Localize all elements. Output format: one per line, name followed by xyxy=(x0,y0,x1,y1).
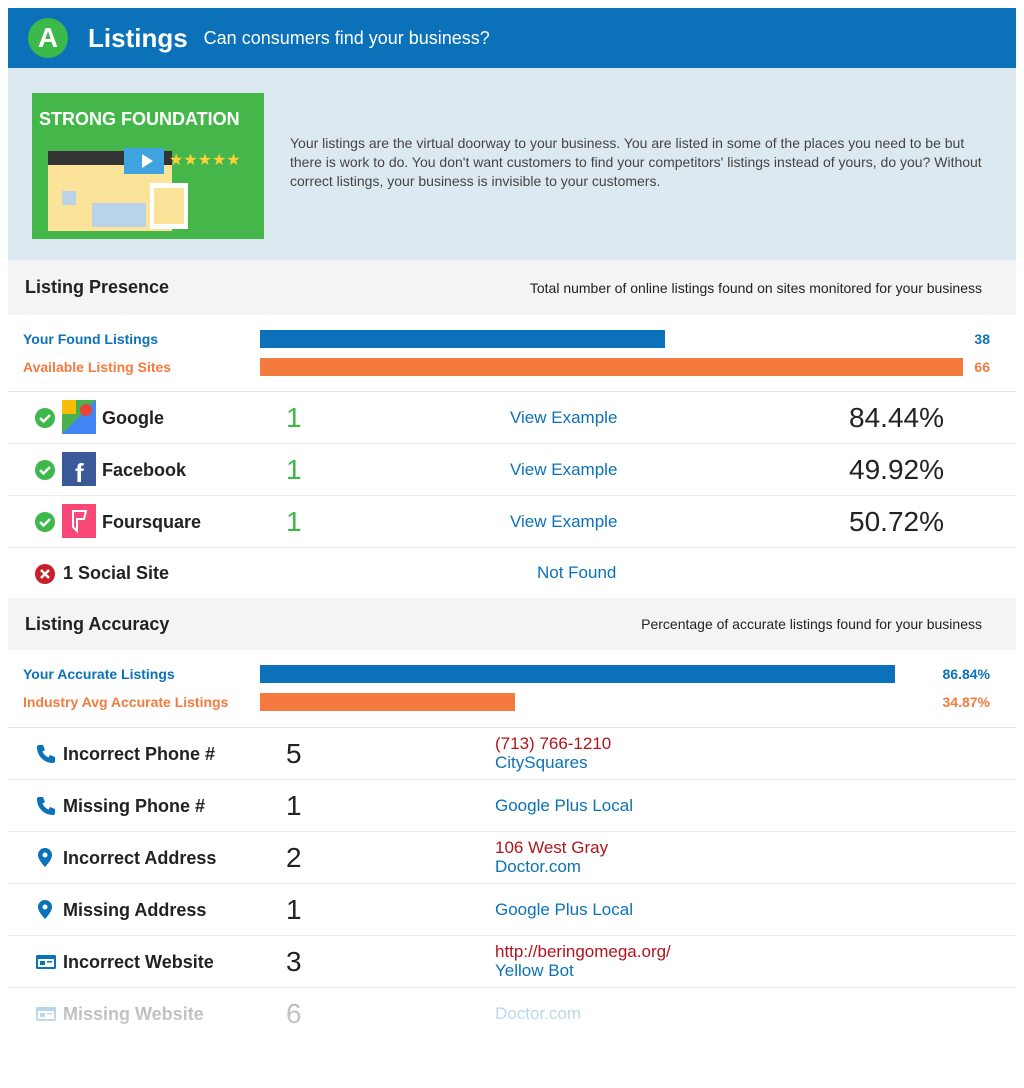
issue-name: Missing Address xyxy=(63,900,207,920)
bar-value: 86.84% xyxy=(942,666,990,682)
stars: ★★★★★ xyxy=(169,152,241,169)
detail: http://beringomega.org/ xyxy=(495,942,671,961)
count: 5 xyxy=(286,738,302,769)
count: 1 xyxy=(286,894,302,925)
subtitle: Can consumers find your business? xyxy=(203,27,490,48)
bar-value: 66 xyxy=(974,359,990,375)
row-icon xyxy=(37,797,55,815)
x-icon xyxy=(35,564,55,584)
facebook-icon: f xyxy=(62,452,96,486)
listing-row: Foursquare 1 View Example 50.72% xyxy=(8,496,1016,548)
issue-name: Incorrect Phone # xyxy=(63,744,216,764)
bar-row: Available Listing Sites 66 xyxy=(8,358,1016,376)
section-description: Total number of online listings found on… xyxy=(529,279,982,296)
row-icon xyxy=(38,848,52,867)
title: Listings xyxy=(88,22,188,53)
section-heading: Listing Accuracy Percentage of accurate l… xyxy=(8,598,1016,650)
grade: A xyxy=(28,18,68,58)
badge: STRONG FOUNDATION ★★★★★ xyxy=(32,93,264,239)
count: 3 xyxy=(286,946,302,977)
check-icon xyxy=(35,408,55,428)
source[interactable]: Doctor.com xyxy=(495,857,581,876)
view-example[interactable]: View Example xyxy=(510,460,618,479)
score: 50.72% xyxy=(849,506,944,537)
google-icon xyxy=(62,400,96,434)
bar-label: Available Listing Sites xyxy=(23,359,172,375)
score: 49.92% xyxy=(849,454,944,485)
accuracy-row: Incorrect Website 3 http://beringomega.org… xyxy=(8,936,1016,988)
issue-detail: 106 West Gray Doctor.com xyxy=(495,838,608,876)
listing-row: 1 Social Site Not Found xyxy=(8,548,1016,598)
site-name: 1 Social Site xyxy=(63,563,170,583)
issue-name: Incorrect Website xyxy=(63,952,214,972)
count: 1 xyxy=(286,402,302,433)
bar xyxy=(260,358,963,376)
accuracy-row: Incorrect Phone # 5 (713) 766-1210 CitySqua… xyxy=(8,728,1016,780)
bar-row: Your Found Listings 38 xyxy=(8,330,1016,348)
badge-text: STRONG FOUNDATION xyxy=(39,109,240,129)
count: 1 xyxy=(286,454,302,485)
bar xyxy=(260,693,515,711)
count: 2 xyxy=(286,842,302,873)
accuracy-row: Missing Phone # 1 Google Plus Local xyxy=(8,780,1016,832)
bar-label: Your Accurate Listings xyxy=(23,666,175,682)
view-example[interactable]: View Example xyxy=(510,512,618,531)
badge-illustration: ★★★★★ xyxy=(48,148,241,231)
intro: STRONG FOUNDATION ★★★★★ Your listings ar… xyxy=(8,68,1016,260)
issue-name: Missing Phone # xyxy=(63,796,206,816)
view-example[interactable]: View Example xyxy=(510,408,618,427)
source[interactable]: CitySquares xyxy=(495,753,588,772)
site-name: Foursquare xyxy=(102,512,202,532)
detail: 106 West Gray xyxy=(495,838,609,857)
check-icon xyxy=(35,460,55,480)
header: A Listings Can consumers find your busin… xyxy=(8,8,1016,68)
status: Not Found xyxy=(537,563,617,582)
count: 1 xyxy=(286,506,302,537)
bar-value: 38 xyxy=(974,331,990,347)
accuracy-rows: Incorrect Phone # 5 (713) 766-1210 CitySqua… xyxy=(8,728,1016,1038)
issue-name: Incorrect Address xyxy=(63,848,217,868)
score: 84.44% xyxy=(849,402,944,433)
bar-label: Industry Avg Accurate Listings xyxy=(23,694,229,710)
source[interactable]: Yellow Bot xyxy=(495,961,574,980)
site-name: Facebook xyxy=(102,460,187,480)
foursquare-icon xyxy=(62,504,96,538)
row-icon xyxy=(36,955,56,969)
source[interactable]: Google Plus Local xyxy=(495,900,633,919)
accuracy-row: Missing Address 1 Google Plus Local xyxy=(8,884,1016,936)
bar-row: Your Accurate Listings 86.84% xyxy=(8,665,1016,683)
issue-detail: http://beringomega.org/Yellow Bot xyxy=(495,942,671,980)
check-icon xyxy=(35,512,55,532)
row-icon xyxy=(38,900,52,919)
issue-detail: (713) 766-1210 CitySquares xyxy=(495,734,611,772)
bar-value: 34.87% xyxy=(942,694,990,710)
detail: (713) 766-1210 xyxy=(495,734,612,753)
accuracy-row: Incorrect Address 2 106 West Gray Doctor.co… xyxy=(8,832,1016,884)
section-title: Listing Accuracy xyxy=(25,613,170,634)
fade xyxy=(0,1000,1024,1088)
intro-text: Your listings are the virtual doorway to… xyxy=(290,135,982,189)
bar-label: Your Found Listings xyxy=(23,331,159,347)
report: A Listings Can consumers find your busin… xyxy=(8,8,1016,1038)
presence-bars: Your Found Listings 38 Available Listing … xyxy=(8,315,1016,392)
bar xyxy=(260,665,895,683)
facebook-f: f xyxy=(75,458,84,486)
listing-row: f Facebook 1 View Example 49.92% xyxy=(8,444,1016,496)
source[interactable]: Google Plus Local xyxy=(495,796,633,815)
bar-row: Industry Avg Accurate Listings 34.87% xyxy=(8,693,1016,711)
count: 1 xyxy=(286,790,302,821)
section-title: Listing Presence xyxy=(25,277,170,297)
section-heading: Listing Presence Total number of online l… xyxy=(8,260,1016,315)
site-name: Google xyxy=(102,408,164,428)
section-description: Percentage of accurate listings found fo… xyxy=(641,616,982,632)
bar xyxy=(260,330,665,348)
accuracy-bars: Your Accurate Listings 86.84% Industry Av… xyxy=(8,650,1016,728)
row-icon xyxy=(37,745,55,763)
listing-row: Google 1 View Example 84.44% xyxy=(8,392,1016,444)
